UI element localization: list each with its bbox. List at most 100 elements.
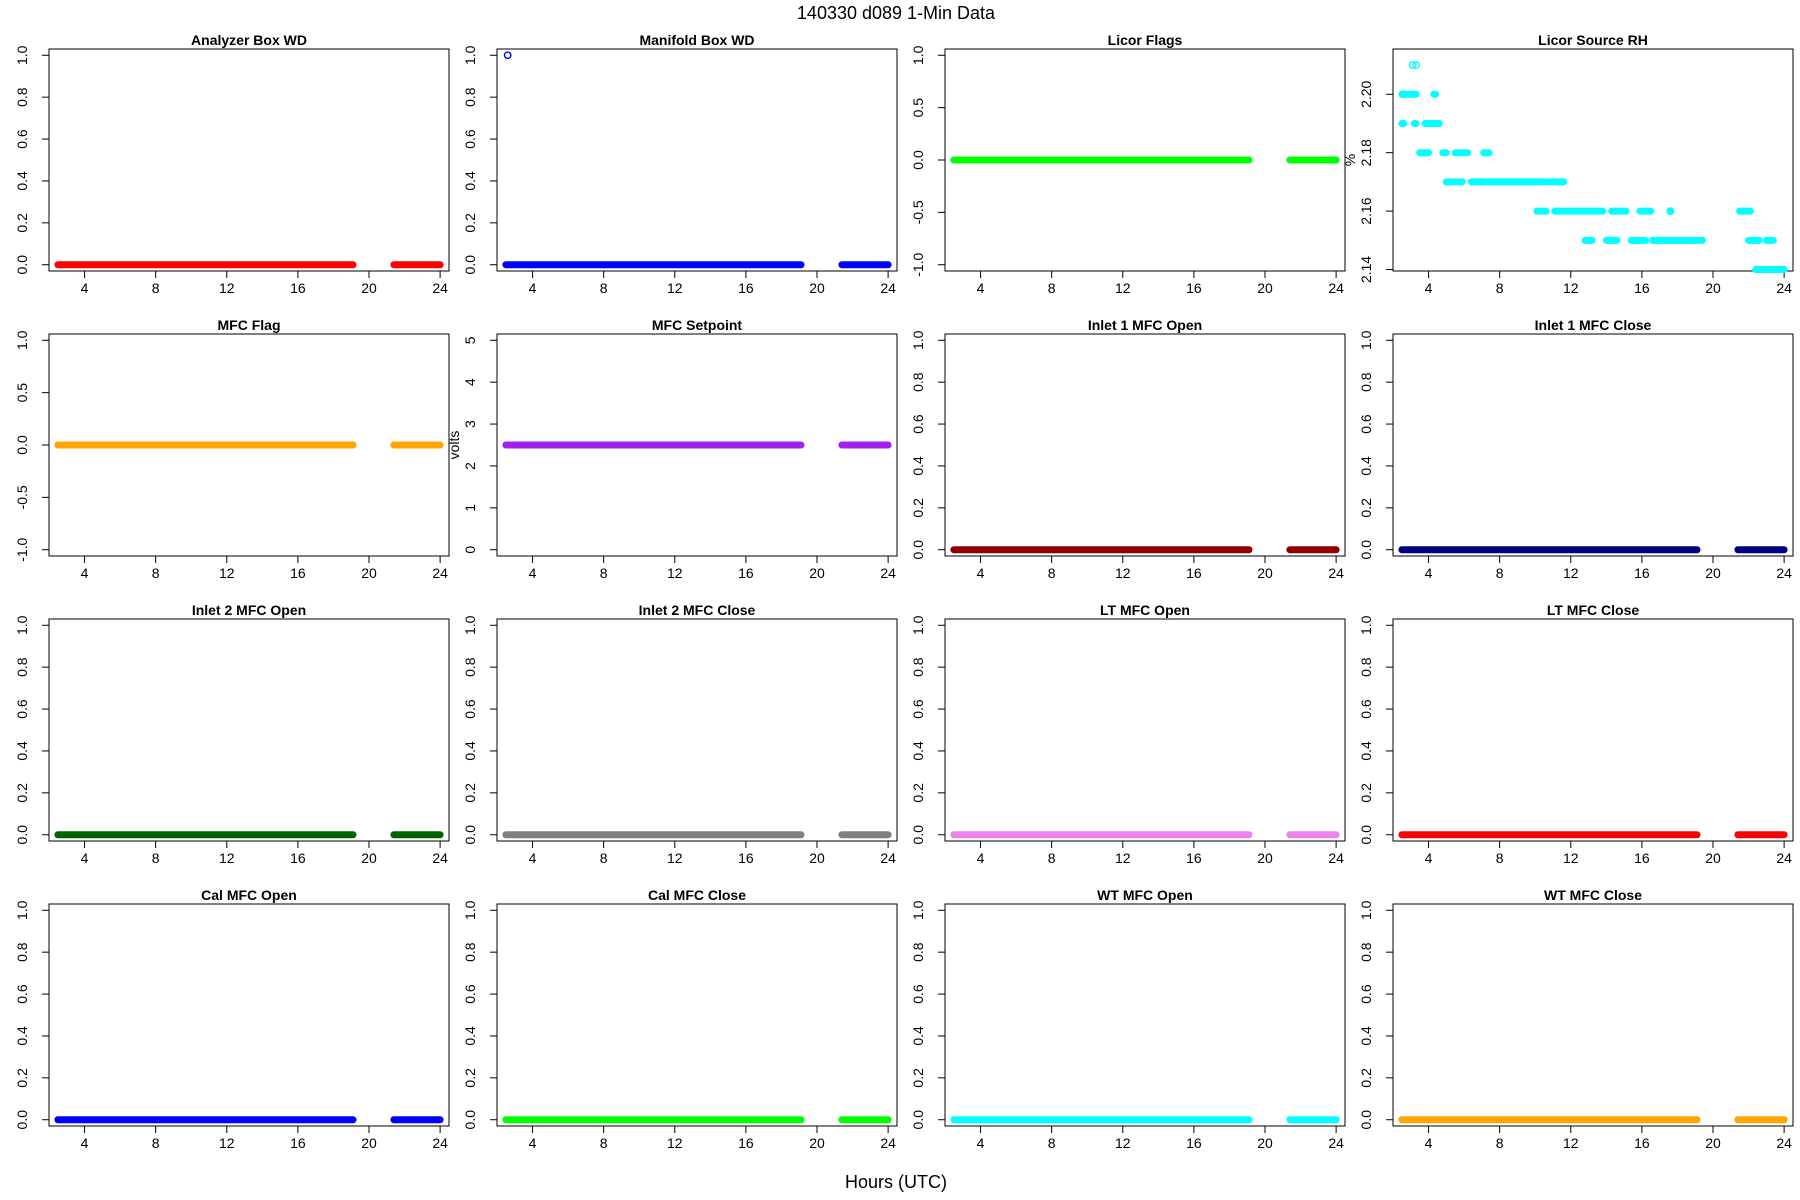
x-tick-label: 24 — [1328, 850, 1344, 866]
y-tick-label: 0.2 — [14, 213, 30, 233]
panel-title: Manifold Box WD — [639, 32, 754, 48]
panel-8: Inlet 1 MFC Close 4 8 12 16 20 24 0.0 0.2 0.4 0.6 0… — [1358, 317, 1794, 581]
y-tick-label: 2.16 — [1358, 197, 1374, 224]
panel-title: MFC Setpoint — [652, 317, 743, 333]
plot-frame — [496, 333, 898, 557]
x-tick-label: 20 — [1705, 565, 1721, 581]
y-tick-label: 1.0 — [910, 615, 926, 635]
y-tick-label: 1.0 — [1358, 615, 1374, 635]
y-tick-label: 0.2 — [462, 213, 478, 233]
x-tick-label: 12 — [667, 280, 683, 296]
y-tick-label: 0.8 — [1358, 942, 1374, 962]
y-tick-label: 0.2 — [910, 783, 926, 803]
plot-frame — [496, 903, 898, 1127]
x-tick-label: 8 — [152, 850, 160, 866]
x-tick-label: 8 — [1496, 850, 1504, 866]
y-tick-label: 0.2 — [1358, 783, 1374, 803]
y-tick-label: 0.0 — [462, 255, 478, 275]
panel-title: Analyzer Box WD — [191, 32, 307, 48]
x-tick-label: 4 — [81, 850, 89, 866]
y-tick-label: 0.6 — [462, 699, 478, 719]
y-tick-label: 0.8 — [1358, 372, 1374, 392]
data-point — [1399, 90, 1408, 99]
y-tick-label: 1.0 — [14, 330, 30, 350]
y-tick-label: 1.0 — [14, 900, 30, 920]
y-tick-label: 0.2 — [910, 1068, 926, 1088]
y-tick-label: 2.14 — [1358, 256, 1374, 283]
y-tick-label: 1.0 — [1358, 900, 1374, 920]
global-x-axis-label: Hours (UTC) — [845, 1172, 947, 1192]
x-tick-label: 12 — [1115, 850, 1131, 866]
x-tick-label: 8 — [600, 565, 608, 581]
panel-title: Inlet 1 MFC Open — [1088, 317, 1202, 333]
y-axis-label: volts — [446, 431, 462, 460]
x-tick-label: 16 — [290, 1135, 306, 1151]
x-tick-label: 16 — [1634, 280, 1650, 296]
x-tick-label: 12 — [667, 850, 683, 866]
y-tick-label: -0.5 — [910, 200, 926, 224]
y-tick-label: 0.5 — [910, 98, 926, 118]
x-tick-label: 4 — [977, 850, 985, 866]
panel-title: Licor Flags — [1108, 32, 1183, 48]
y-tick-label: 0.8 — [14, 657, 30, 677]
x-tick-label: 20 — [809, 280, 825, 296]
x-tick-label: 24 — [1776, 280, 1792, 296]
panel-title: Licor Source RH — [1538, 32, 1648, 48]
x-tick-label: 8 — [600, 1135, 608, 1151]
y-tick-label: 0.8 — [462, 87, 478, 107]
y-tick-label: -1.0 — [14, 537, 30, 561]
y-tick-label: 0.8 — [462, 942, 478, 962]
data-point — [1408, 61, 1417, 69]
x-tick-label: 20 — [809, 850, 825, 866]
y-tick-label: 0.6 — [910, 984, 926, 1004]
y-axis-label: % — [1342, 154, 1358, 166]
x-tick-label: 8 — [600, 850, 608, 866]
x-tick-label: 24 — [880, 1135, 896, 1151]
x-tick-label: 20 — [1257, 1135, 1273, 1151]
x-tick-label: 4 — [529, 280, 537, 296]
y-tick-label: 0.2 — [462, 1068, 478, 1088]
panel-12: LT MFC Close 4 8 12 16 20 24 0.0 0.2 0.4 0.6 0.8 1.0 — [1358, 602, 1794, 866]
x-tick-label: 4 — [81, 280, 89, 296]
panel-title: Inlet 2 MFC Open — [192, 602, 306, 618]
panel-1: Analyzer Box WD 4 8 12 16 20 24 0.0 0.2 0.4 0.6 0.8… — [14, 32, 450, 296]
x-tick-label: 16 — [290, 280, 306, 296]
x-tick-label: 12 — [667, 565, 683, 581]
y-tick-label: 0.0 — [14, 825, 30, 845]
x-tick-label: 24 — [432, 280, 448, 296]
y-tick-label: 2.20 — [1358, 80, 1374, 107]
y-tick-label: 0.0 — [910, 1110, 926, 1130]
y-tick-label: 0.4 — [1358, 456, 1374, 476]
x-tick-label: 8 — [1048, 850, 1056, 866]
y-tick-label: 0.6 — [462, 984, 478, 1004]
y-tick-label: 0.0 — [910, 540, 926, 560]
plot-frame — [944, 618, 1346, 842]
y-tick-label: 0.4 — [1358, 1026, 1374, 1046]
x-tick-label: 8 — [1048, 565, 1056, 581]
x-tick-label: 24 — [1776, 1135, 1792, 1151]
x-tick-label: 4 — [977, 565, 985, 581]
panel-4: Licor Source RH 4 8 12 16 20 24 2.14 2.16 2.18 2.2… — [1342, 32, 1794, 296]
x-tick-label: 20 — [809, 565, 825, 581]
y-tick-label: 1.0 — [462, 615, 478, 635]
panel-15: WT MFC Open 4 8 12 16 20 24 0.0 0.2 0.4 0.6 0.8 1.0 — [910, 887, 1346, 1151]
x-tick-label: 4 — [1425, 850, 1433, 866]
x-tick-label: 4 — [977, 280, 985, 296]
panel-2: Manifold Box WD 4 8 12 16 20 24 0.0 0.2 0.4 0.6 0.8… — [462, 32, 898, 296]
x-tick-label: 16 — [1186, 1135, 1202, 1151]
y-tick-label: -1.0 — [910, 252, 926, 276]
panel-9: Inlet 2 MFC Open 4 8 12 16 20 24 0.0 0.2 0.4 0.6 0.… — [14, 602, 450, 866]
plot-frame — [1392, 618, 1794, 842]
data-point — [1412, 61, 1421, 69]
y-tick-label: 0.4 — [14, 171, 30, 191]
x-tick-label: 16 — [1186, 565, 1202, 581]
x-tick-label: 4 — [81, 1135, 89, 1151]
x-tick-label: 24 — [432, 565, 448, 581]
x-tick-label: 24 — [880, 565, 896, 581]
y-tick-label: 0.4 — [910, 741, 926, 761]
x-tick-label: 24 — [432, 1135, 448, 1151]
x-tick-label: 12 — [1563, 565, 1579, 581]
y-tick-label: 0.0 — [14, 1110, 30, 1130]
y-tick-label: 0.0 — [462, 1110, 478, 1130]
